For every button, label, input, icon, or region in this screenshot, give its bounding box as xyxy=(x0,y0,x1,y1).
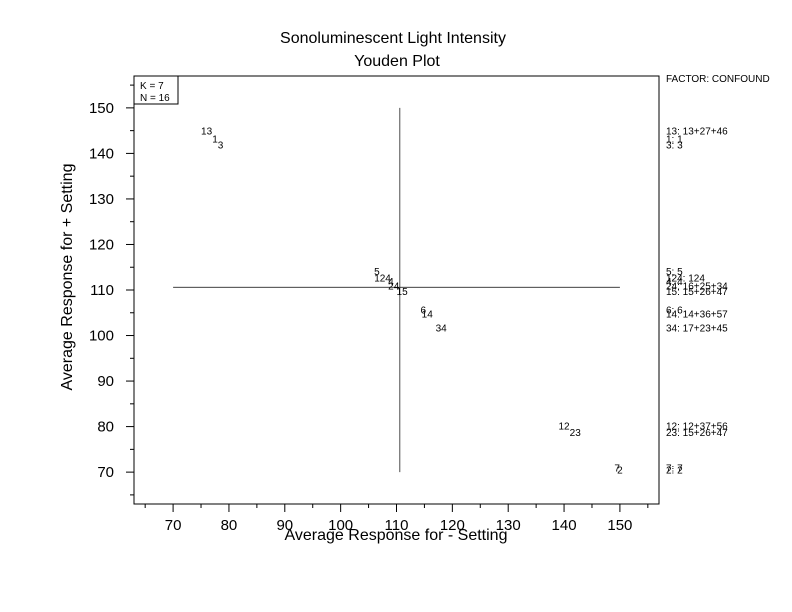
point-label-23: 23 xyxy=(570,428,582,439)
point-label-6: 6 xyxy=(421,306,427,317)
factor-legend-entry: 12: 12+37+56 xyxy=(666,422,728,433)
x-tick-label: 110 xyxy=(385,517,409,534)
reference-lines xyxy=(173,107,620,473)
stats-n: N = 16 xyxy=(140,93,170,104)
y-tick-label: 90 xyxy=(97,373,114,390)
x-tick-label: 150 xyxy=(607,517,632,534)
point-label-34: 34 xyxy=(436,323,448,334)
point-label-5: 5 xyxy=(374,267,380,278)
y-tick-label: 140 xyxy=(89,145,114,162)
factor-legend-entry: 13: 13+27+46 xyxy=(666,127,728,138)
factor-legend-entry: 5: 5 xyxy=(666,267,683,278)
x-tick-label: 130 xyxy=(496,517,521,534)
factor-legend-entry: 6: 6 xyxy=(666,306,683,317)
factor-legend-entry: 1: 1 xyxy=(666,134,683,145)
point-label-7: 7 xyxy=(614,464,620,475)
x-tick-label: 90 xyxy=(276,517,293,534)
y-tick-label: 100 xyxy=(89,328,114,345)
point-label-12: 12 xyxy=(558,422,570,433)
point-label-2: 2 xyxy=(617,465,623,476)
point-label-1: 1 xyxy=(212,134,218,145)
factor-legend-entry: 3: 3 xyxy=(666,140,683,151)
factor-legend-entry: 24: 16+25+34 xyxy=(666,281,728,292)
y-tick-label: 150 xyxy=(89,100,114,117)
y-axis: 70 80 90 100 110 120 130 140 150 xyxy=(89,84,134,496)
x-axis: 70 80 90 100 110 120 130 140 150 xyxy=(144,504,649,534)
factor-legend-entry: 23: 15+26+47 xyxy=(666,428,728,439)
point-label-4: 4 xyxy=(388,277,394,288)
x-tick-label: 100 xyxy=(328,517,353,534)
point-label-24: 24 xyxy=(388,281,400,292)
x-tick-label: 120 xyxy=(440,517,465,534)
y-tick-label: 110 xyxy=(90,282,114,299)
factor-legend-entry: 34: 17+23+45 xyxy=(666,323,728,334)
point-label-15: 15 xyxy=(397,287,409,298)
x-tick-label: 70 xyxy=(165,517,182,534)
point-label-3: 3 xyxy=(218,140,224,151)
point-label-124: 124 xyxy=(374,273,391,284)
stats-box xyxy=(133,75,179,105)
factor-legend-entry: 15: 15+26+47 xyxy=(666,287,728,298)
factor-legend-entry: 2: 2 xyxy=(666,465,683,476)
x-tick-label: 140 xyxy=(552,517,577,534)
stats-k: K = 7 xyxy=(140,81,164,92)
factor-legend-header: FACTOR: CONFOUND xyxy=(666,74,770,85)
x-tick-label: 80 xyxy=(221,517,238,534)
factor-legend-entry: 7: 7 xyxy=(666,464,683,475)
chart-subtitle: Youden Plot xyxy=(354,53,440,70)
point-label-13: 13 xyxy=(201,127,213,138)
y-tick-label: 80 xyxy=(97,419,114,436)
y-tick-label: 120 xyxy=(89,236,114,253)
x-axis-label: Average Response for - Setting xyxy=(285,527,508,544)
factor-legend: FACTOR: CONFOUND 13: 13+27+461: 13: 3 5: … xyxy=(666,74,770,476)
factor-legend-entry: 124: 124 xyxy=(666,273,705,284)
y-tick-label: 70 xyxy=(97,464,114,481)
chart-title: Sonoluminescent Light Intensity xyxy=(280,30,506,47)
y-axis-label: Average Response for + Setting xyxy=(59,164,76,391)
factor-legend-entry: 14: 14+36+57 xyxy=(666,310,728,321)
y-tick-label: 130 xyxy=(89,191,114,208)
factor-legend-entry: 4: 4 xyxy=(666,277,683,288)
point-label-14: 14 xyxy=(422,310,434,321)
